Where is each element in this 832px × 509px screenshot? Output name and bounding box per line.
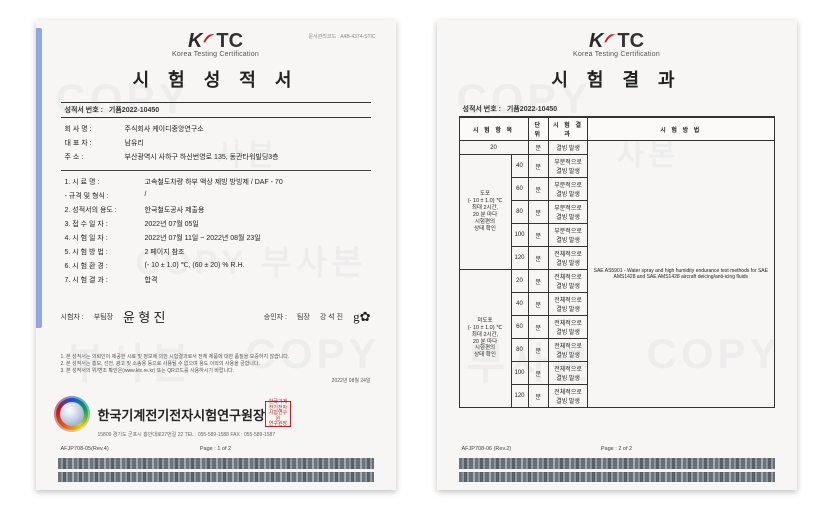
addr-value: 부산광역시 사하구 하신번영로 135, 동관타워빌딩3층 — [125, 152, 367, 162]
logo-subtitle: Korea Testing Certification — [437, 51, 797, 58]
fineprint: 1. 본 성적서는 의뢰인이 제공한 시료 및 정보에 의한 시험결과로서 전체… — [61, 354, 371, 385]
result-block: 성적서 번호 : 기품2022-10450 시 험 항 목 단 위 시 험 결 … — [459, 102, 775, 408]
table-header-row: 시 험 항 목 단 위 시 험 결 과 시 험 방 법 — [459, 118, 774, 141]
row-4: 4. 시 험 일 자 :2022년 07월 11일 ~ 2022년 08월 23… — [61, 231, 371, 245]
issuer-name: 한국기계전기전자시험연구원장 — [98, 405, 265, 424]
cert-no-value: 기품2022-10450 — [507, 104, 557, 114]
cell-time: 20 — [459, 141, 528, 155]
rep-value: 남유리 — [125, 138, 367, 148]
issuer-contact: 15809 경기도 군포시 흥안대로27번길 22 TEL : 055-589-… — [98, 431, 276, 438]
group1-label: 도포 (- 10 ± 1.0) ℃ 최대 2시간, 20 분 마다 시험편의 상… — [459, 155, 511, 270]
row-7: 7. 시 험 결 과 :합격 — [61, 273, 371, 287]
fineprint-3: 3. 본 성적서의 위/변조 확인은(www.ktc.re.kr) 또는 QR코… — [61, 368, 371, 375]
logo-subtitle: Korea Testing Certification — [36, 51, 396, 58]
row-1: 1. 시 료 명 :고속철도차량 하부 액상 제빙 방빙제 / DAF - 70 — [61, 175, 371, 189]
approver-sign: 승인자 : 팀장 강 석 진 g✿ — [264, 307, 371, 326]
fineprint-1: 1. 본 성적서는 의뢰인이 제공한 시료 및 정보에 의한 시험결과로서 전체… — [61, 354, 371, 361]
signature-row: 시험자 : 부팀장 윤 형 진 승인자 : 팀장 강 석 진 g✿ — [61, 307, 371, 326]
table-row: 20 분 결빙 발생 SAE AS5901 - Water spray and … — [459, 141, 774, 155]
cert-no-line: 성적서 번호 : 기품2022-10450 — [459, 102, 775, 117]
tester-title: 부팀장 — [94, 312, 113, 322]
logo-tc: TC — [617, 30, 644, 53]
cert-no-value: 기품2022-10450 — [109, 105, 159, 115]
issuer-seal-icon — [54, 396, 90, 432]
cert-no-label: 성적서 번호 : — [65, 105, 103, 115]
results-table: 시 험 항 목 단 위 시 험 결 과 시 험 방 법 20 분 결빙 발생 S… — [459, 117, 775, 408]
rep-label: 대 표 자 : — [65, 138, 117, 148]
certificate-page-2: COPY 사본 부사본 COPY K TC Korea Testing Cert… — [437, 20, 797, 490]
doc-title: 시 험 성 적 서 — [36, 66, 396, 92]
address-row: 주 소 : 부산광역시 사하구 하신번영로 135, 동관타워빌딩3층 — [61, 150, 371, 164]
col-item: 시 험 항 목 — [459, 118, 528, 141]
cell-unit: 분 — [528, 155, 549, 178]
doc-title: 시 험 결 과 — [437, 66, 797, 92]
cell-method: SAE AS5901 - Water spray and high humidi… — [588, 141, 774, 408]
numbered-block: 1. 시 료 명 :고속철도차량 하부 액상 제빙 방빙제 / DAF - 70… — [61, 175, 371, 287]
doc-ref-code: 문서관리코드 : A4B-4374-STIC — [308, 33, 375, 40]
addr-label: 주 소 : — [65, 152, 117, 162]
representative-row: 대 표 자 : 남유리 — [61, 136, 371, 150]
cell-unit: 분 — [528, 141, 549, 155]
company-block: 회 사 명 : 주식회사 케이디중앙연구소 대 표 자 : 남유리 주 소 : … — [61, 122, 371, 164]
tester-label: 시험자 : — [61, 312, 84, 322]
security-strip-row — [459, 458, 775, 469]
row-1b: - 규격 및 형식 :/ — [61, 189, 371, 203]
group2-label: 미도포 (- 10 ± 1.0) ℃ 최대 2시간, 20 분 마다 시험편의 … — [459, 270, 511, 408]
certificate-page-1: COPY 사본 COPY 부사본 부사본 COPY 문서관리코드 : A4B-4… — [36, 20, 396, 490]
cell-time: 40 — [511, 155, 528, 178]
company-label: 회 사 명 : — [65, 124, 117, 134]
binder-edge — [36, 28, 42, 328]
security-strip — [58, 458, 374, 482]
col-method: 시 험 방 법 — [588, 118, 774, 141]
cert-no-label: 성적서 번호 : — [463, 104, 501, 114]
doc-meta: 성적서 번호 : 기품2022-10450 회 사 명 : 주식회사 케이디중앙… — [61, 102, 371, 287]
footer-page-number: Page : 1 of 2 — [36, 446, 396, 452]
issuer-row: 한국기계전기전자시험연구원장 한국기계 전기전자 시험연구원 연구원장 — [54, 396, 291, 432]
company-row: 회 사 명 : 주식회사 케이디중앙연구소 — [61, 122, 371, 136]
footer-page-number: Page : 2 of 2 — [437, 446, 797, 452]
issuer-stamp-icon: 한국기계 전기전자 시험연구원 연구원장 — [265, 401, 291, 427]
security-strip-row — [459, 472, 775, 483]
row-3: 3. 접 수 일 자 :2022년 07월 05일 — [61, 217, 371, 231]
cell-result: 부분적으로 결빙 발생 — [549, 155, 588, 178]
row-6: 6. 시 험 환 경 :(- 10 ± 1.0) ℃, (60 ± 20) % … — [61, 259, 371, 273]
fineprint-2: 2. 본 성적서는 홍보, 선전, 광고 및 소송용 등으로 사용될 수 없으며… — [61, 361, 371, 368]
logo-tc: TC — [216, 30, 243, 53]
cert-no-line: 성적서 번호 : 기품2022-10450 — [61, 102, 371, 118]
logo-swish-icon — [603, 32, 616, 45]
logo-swish-icon — [202, 32, 215, 45]
row-5: 5. 시 험 방 법 :2 페이지 참조 — [61, 245, 371, 259]
ktc-logo: K TC — [188, 30, 243, 53]
security-strip-row — [58, 458, 374, 469]
logo-k: K — [188, 30, 201, 53]
separator — [61, 170, 371, 171]
table-body: 20 분 결빙 발생 SAE AS5901 - Water spray and … — [459, 141, 774, 408]
security-strip-row — [58, 472, 374, 483]
approver-title: 팀장 — [297, 312, 310, 322]
logo-k: K — [589, 30, 602, 53]
cell-result: 결빙 발생 — [549, 141, 588, 155]
ktc-logo: K TC — [589, 30, 644, 53]
approver-name: 강 석 진 — [320, 312, 343, 322]
approver-label: 승인자 : — [264, 312, 287, 322]
tester-sign: 시험자 : 부팀장 윤 형 진 — [61, 307, 166, 326]
row-2: 2. 성적서의 용도 :한국철도공사 제출용 — [61, 203, 371, 217]
issue-date: 2022년 08월 24일 — [61, 378, 371, 385]
security-strip — [459, 458, 775, 482]
company-value: 주식회사 케이디중앙연구소 — [125, 124, 367, 134]
tester-name: 윤 형 진 — [123, 307, 165, 326]
col-unit: 단 위 — [528, 118, 549, 141]
col-result: 시 험 결 과 — [549, 118, 588, 141]
approver-signature-icon: g✿ — [353, 309, 370, 325]
doc-header: K TC Korea Testing Certification — [437, 20, 797, 58]
